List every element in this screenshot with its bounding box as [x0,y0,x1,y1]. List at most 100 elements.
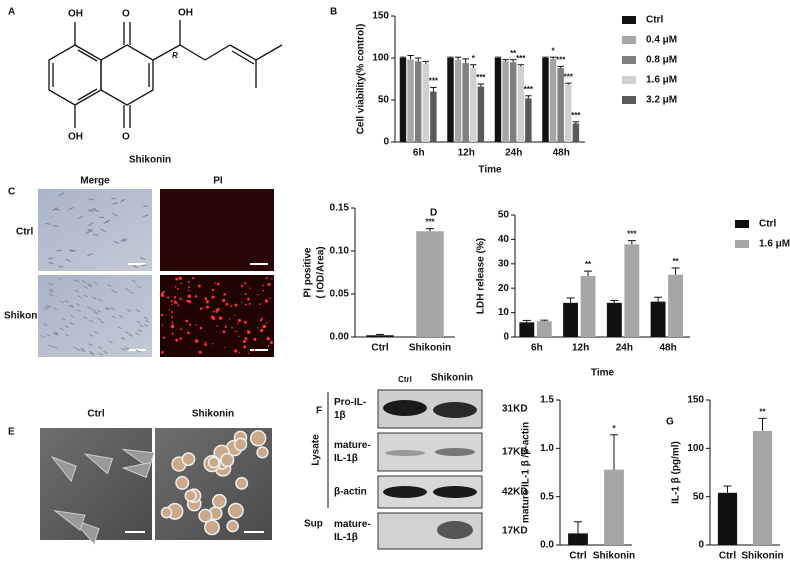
legend-swatch [622,56,636,64]
pi-dot [163,290,165,293]
cell [69,304,75,308]
bar [414,61,422,142]
cell [48,344,53,348]
cell [64,333,70,337]
cell [68,304,74,308]
pi-dot [264,299,269,303]
pi-dot [160,293,165,298]
cell [46,304,52,308]
group-label: Sup [304,519,323,530]
cell [125,287,130,291]
bar [624,244,640,337]
pi-dot [237,318,241,323]
pi-dot [234,303,238,307]
y-tick-label: 0 [698,540,704,551]
bar [604,469,624,545]
cell [58,192,65,197]
pi-dot [249,287,251,289]
cell [99,320,105,324]
cell [112,202,118,205]
y-tick-label: 10 [498,307,510,318]
x-tick-label: 48h [553,148,570,159]
pi-dot [266,336,270,341]
significance: *** [516,54,526,63]
pi-dot [244,292,247,295]
band-label: Pro-IL- [334,397,366,408]
cell [256,446,269,459]
cell [175,475,190,490]
bar [752,430,773,545]
cell [87,209,94,213]
bar [572,123,580,142]
bar [502,61,509,142]
cell [88,343,93,347]
bar [399,58,407,142]
column-label: Shikonin [192,409,234,420]
panel-label: F [316,406,322,417]
pi-dot [233,314,236,317]
cell [72,346,78,350]
cell [53,307,58,311]
x-tick-label: 12h [572,343,589,354]
lane-label: Ctrl [398,375,412,384]
pi-dot [211,295,215,299]
pi-dot [216,307,220,311]
bar [430,91,437,142]
pi-dot [247,297,250,301]
cell [59,327,65,331]
pi-dot [195,324,197,326]
cell [61,317,66,321]
cell [105,306,111,310]
pi-dot [230,305,233,308]
band-label: IL-1β [334,532,358,543]
cell [83,294,88,298]
pi-dot [194,339,199,343]
cell [117,326,122,330]
y-tick-label: 150 [372,11,389,22]
cell [45,222,51,225]
cell [93,281,98,285]
cell [93,209,99,212]
pi-dot [171,310,174,314]
pi-dot [259,318,263,322]
cell [49,288,54,292]
pi-dot [175,338,179,342]
legend-swatch [622,96,636,104]
cell [211,493,227,509]
significance: *** [429,77,439,86]
pi-dot [192,276,195,280]
cell [64,325,70,329]
bar [519,322,535,337]
atom-label: OH [68,132,83,143]
pi-dot [253,349,256,352]
cell [88,222,94,226]
cell [103,350,108,354]
cell [83,316,88,320]
y-tick-label: 0.5 [540,491,554,502]
cell [129,291,134,295]
bar [536,321,552,337]
cell [68,207,74,211]
panel-label: D [430,208,437,219]
x-tick-label: 6h [413,148,425,159]
cell [135,309,140,313]
y-tick-label: 0.05 [330,289,350,300]
pi-dot [244,337,248,340]
significance: ** [585,260,592,269]
significance: ** [672,257,679,266]
cell [48,257,54,260]
cell [87,253,93,257]
pi-dot [171,314,173,317]
y-axis-label: IL-1 β (pg/ml) [671,441,682,504]
cell [108,340,113,344]
cell [135,349,141,353]
pi-dot [234,330,236,333]
cell [144,319,150,323]
cell [90,352,95,356]
pi-dot [185,319,189,323]
cell [135,332,140,336]
lane-label: Shikonin [431,373,473,384]
pi-dot [212,317,216,321]
pi-dot [187,331,190,335]
band-size: 17KD [502,447,528,458]
